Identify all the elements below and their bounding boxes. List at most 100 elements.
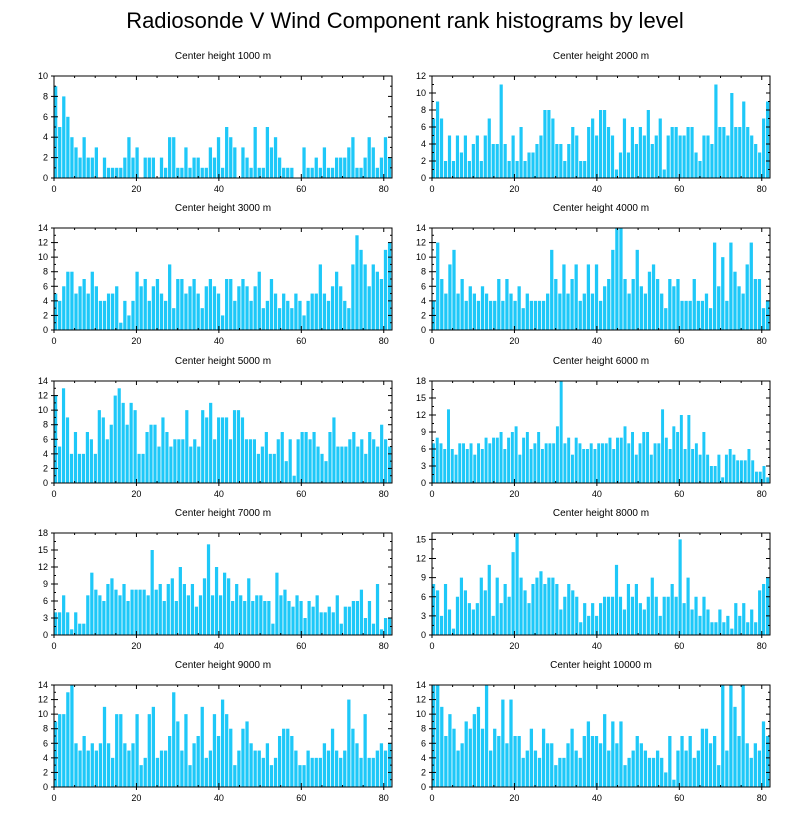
histogram-bar: [540, 449, 544, 483]
histogram-bar: [586, 264, 591, 330]
histogram-bar: [294, 750, 298, 787]
histogram-bar: [323, 612, 327, 635]
histogram-bar: [172, 308, 176, 330]
histogram-bar: [762, 584, 766, 635]
histogram-bar: [271, 623, 275, 635]
histogram-bar: [292, 475, 296, 483]
histogram-bar: [737, 736, 741, 787]
histogram-bar: [231, 601, 235, 635]
histogram-bar: [229, 137, 233, 178]
histogram-bar: [649, 454, 653, 483]
y-tick-label: 3: [43, 613, 48, 623]
histogram-bar: [527, 603, 531, 635]
histogram-bar: [658, 615, 662, 635]
histogram-bar: [347, 699, 351, 787]
y-tick-label: 12: [38, 238, 48, 248]
histogram-bar: [639, 286, 643, 330]
y-tick-label: 2: [421, 310, 426, 320]
histogram-bar: [471, 609, 475, 635]
histogram-bar: [115, 714, 119, 787]
histogram-bar: [440, 279, 444, 330]
y-tick-label: 4: [421, 296, 426, 306]
x-tick-label: 0: [429, 336, 434, 346]
histogram-bar: [181, 439, 185, 483]
histogram-bar: [511, 552, 515, 635]
histogram-bar: [265, 300, 270, 330]
histogram-bar: [655, 750, 660, 787]
histogram-bar: [662, 169, 666, 178]
histogram-bar: [443, 161, 448, 178]
histogram-bar: [479, 161, 483, 178]
histogram-bar: [668, 736, 672, 787]
x-tick-label: 20: [509, 184, 519, 194]
y-tick-label: 9: [421, 427, 426, 437]
histogram-bar: [606, 127, 611, 178]
histogram-bar: [746, 622, 750, 635]
x-tick-label: 60: [296, 641, 306, 651]
y-tick-label: 0: [421, 782, 426, 792]
histogram-bar: [634, 454, 638, 483]
histogram-bar: [435, 101, 440, 178]
histogram-bar: [343, 606, 347, 635]
histogram-bar: [708, 743, 713, 787]
histogram-bar: [276, 439, 280, 483]
histogram-bar: [90, 157, 94, 178]
histogram-bar: [61, 388, 66, 483]
histogram-bar: [626, 152, 631, 178]
histogram-bar: [472, 714, 476, 787]
histogram-bar: [117, 388, 121, 483]
histogram-bar: [646, 596, 650, 635]
histogram-bar: [497, 736, 501, 787]
histogram-bar: [706, 135, 710, 178]
histogram-bar: [371, 264, 375, 330]
histogram-bar: [604, 443, 608, 483]
histogram-bar: [233, 147, 237, 178]
histogram-bar: [507, 437, 511, 483]
histogram-bar: [177, 439, 181, 483]
histogram-bar: [200, 308, 204, 330]
histogram-bar: [630, 127, 634, 178]
histogram-bar: [190, 584, 195, 635]
y-tick-label: 6: [421, 592, 426, 602]
histogram-bar: [151, 706, 156, 787]
histogram-bar: [93, 453, 97, 483]
histogram-bar: [627, 757, 631, 787]
histogram-bar: [347, 606, 351, 635]
histogram-bar: [664, 437, 668, 483]
y-tick-label: 12: [416, 410, 426, 420]
histogram-bar: [657, 443, 661, 483]
histogram-bar: [630, 596, 634, 635]
histogram-bar: [127, 750, 131, 787]
histogram-bar: [599, 603, 603, 635]
histogram-bar: [159, 750, 164, 787]
histogram-bar: [351, 137, 355, 178]
histogram-bar: [664, 772, 668, 787]
histogram-bar: [468, 286, 472, 330]
histogram-bar: [383, 137, 388, 178]
histogram-bar: [343, 157, 347, 178]
histogram-bar: [97, 410, 101, 483]
histogram-bar: [692, 757, 696, 787]
histogram-bar: [541, 300, 546, 330]
histogram-bar: [253, 286, 257, 330]
histogram-bar: [443, 449, 447, 483]
histogram-bar: [151, 286, 156, 330]
x-tick-label: 0: [51, 641, 56, 651]
histogram-bar: [302, 147, 306, 178]
histogram-bar: [746, 127, 750, 178]
histogram-bar: [537, 757, 542, 787]
histogram-bar: [454, 454, 458, 483]
histogram-bar: [98, 595, 102, 635]
histogram-bar: [465, 449, 469, 483]
histogram-bar: [651, 757, 656, 787]
histogram-bar: [328, 432, 332, 483]
histogram-bar: [184, 293, 188, 330]
histogram-bar: [334, 271, 339, 330]
histogram-bar: [647, 271, 652, 330]
histogram-bar: [363, 157, 367, 178]
histogram-bar: [180, 750, 184, 787]
histogram-bar: [738, 127, 742, 178]
histogram-bar: [115, 286, 119, 330]
histogram-bar: [503, 584, 507, 635]
histogram-bar: [123, 300, 127, 330]
